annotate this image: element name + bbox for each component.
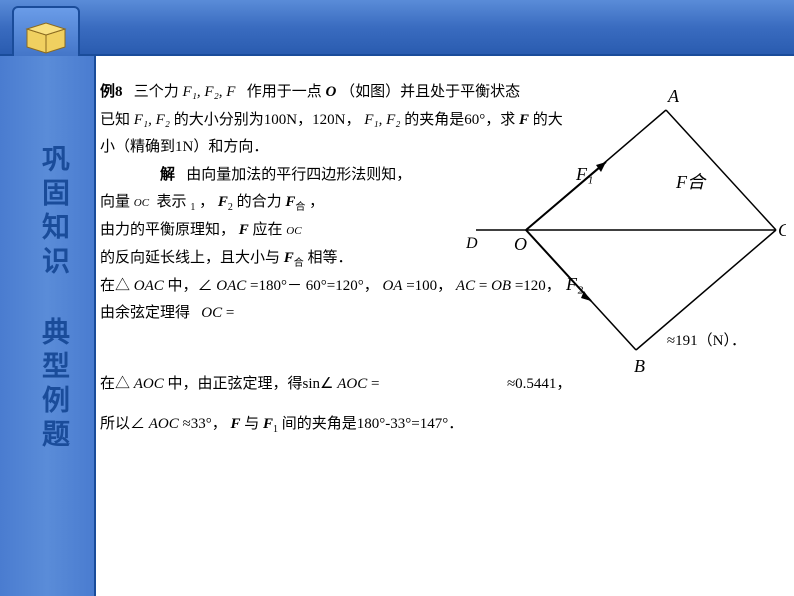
label-Fh: F合 bbox=[675, 172, 707, 192]
label-D: D bbox=[466, 235, 478, 252]
book-icon bbox=[25, 21, 67, 55]
label-C: C bbox=[778, 220, 786, 240]
solution-line9: 所以∠ AOC ≈33°， F 与 F1 间的夹角是180°-33°=147°． bbox=[100, 412, 786, 438]
top-bar bbox=[0, 0, 794, 56]
example-label: 例8 bbox=[100, 84, 123, 100]
content-area: 例8 三个力 F₁, F₂, F 作用于一点 O （如图）并且处于平衡状态 已知… bbox=[100, 80, 786, 584]
label-F2: F₂ bbox=[565, 274, 583, 294]
solution-label: 解 bbox=[160, 167, 175, 183]
label-F1: F₁ bbox=[575, 164, 593, 184]
sidebar-title: 巩固知识 典型例题 bbox=[34, 144, 74, 453]
sidebar: 巩固知识 典型例题 bbox=[0, 56, 96, 596]
force-diagram: A B C O D F₁ F₂ F合 bbox=[466, 80, 786, 380]
label-O: O bbox=[514, 234, 527, 254]
label-A: A bbox=[667, 86, 680, 106]
label-B: B bbox=[634, 356, 645, 376]
